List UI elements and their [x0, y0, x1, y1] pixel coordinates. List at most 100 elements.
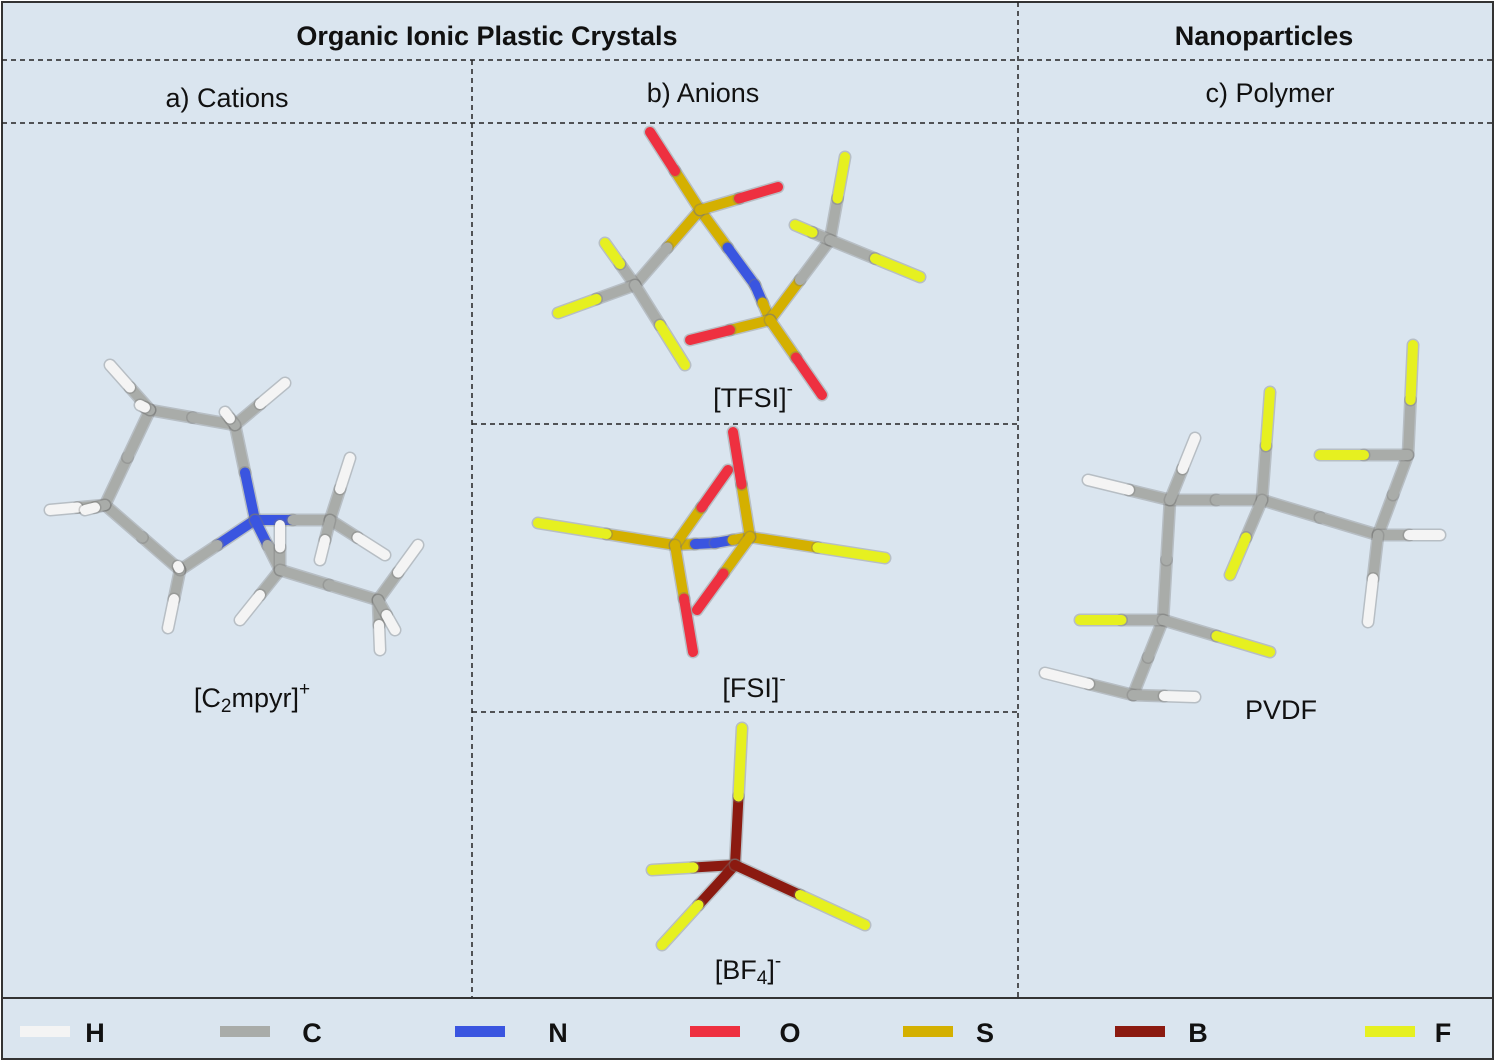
bond [255, 378, 290, 409]
bond [1241, 495, 1267, 543]
bond [1143, 615, 1168, 663]
bond [212, 515, 260, 550]
bond [220, 407, 235, 424]
bond [1124, 485, 1175, 505]
bond [825, 235, 880, 264]
header-title: Nanoparticles [1175, 21, 1354, 51]
label-part: [BF [715, 955, 757, 985]
bond [734, 182, 783, 204]
bond [1084, 679, 1138, 700]
bond [1257, 495, 1325, 523]
bond [533, 518, 612, 539]
bond [795, 235, 835, 285]
bond [275, 565, 334, 590]
label-subscript: 2 [221, 696, 232, 717]
legend-swatch [20, 1026, 70, 1037]
bond [1083, 475, 1134, 495]
bond [730, 860, 805, 900]
bond [812, 542, 890, 563]
bond [670, 540, 689, 604]
bond [718, 532, 755, 579]
legend-label: F [1435, 1018, 1452, 1048]
bond [122, 405, 155, 463]
molecule-label: [FSI]- [722, 669, 785, 703]
panel-title: b) Anions [647, 78, 760, 108]
molecule-label: [C2mpyr]+ [194, 679, 310, 717]
molecule-label: [BF4]- [715, 951, 781, 989]
bond [736, 479, 755, 542]
label-part: [FSI] [722, 673, 779, 703]
bond [662, 205, 705, 253]
label-subscript: 4 [757, 968, 768, 989]
bond [230, 399, 265, 430]
label-superscript: - [775, 951, 781, 972]
bond [791, 352, 827, 400]
bond [553, 294, 602, 318]
bond [728, 427, 747, 490]
bond [1161, 495, 1175, 565]
bond [255, 565, 285, 600]
bond [175, 540, 223, 575]
bond [1159, 691, 1200, 702]
bond [145, 405, 198, 423]
bond [240, 467, 260, 525]
bond [1261, 387, 1275, 451]
bond [657, 900, 704, 950]
legend-label: B [1188, 1018, 1208, 1048]
bond [765, 315, 801, 363]
bond [315, 535, 330, 565]
label-part: [C [194, 683, 221, 713]
bond [655, 320, 690, 370]
bond [1225, 532, 1251, 580]
bond [790, 220, 818, 238]
bond [335, 453, 355, 494]
legend-swatch [903, 1026, 953, 1037]
bond [100, 500, 148, 543]
bond [325, 515, 363, 543]
bond [1363, 573, 1378, 627]
bond [692, 568, 729, 615]
bond [591, 280, 640, 304]
bond [832, 152, 850, 204]
bond [352, 532, 390, 560]
bond [1211, 631, 1275, 657]
bond [765, 275, 805, 325]
bond [163, 594, 179, 633]
label-superscript: + [299, 679, 310, 700]
bond [795, 890, 870, 930]
bond [745, 532, 823, 553]
bond [645, 127, 680, 176]
molecule-label: [TFSI]- [713, 379, 793, 413]
bond [1257, 441, 1271, 505]
bond [1177, 433, 1200, 474]
label-part: PVDF [1245, 695, 1317, 725]
bond [325, 484, 345, 525]
bond [1373, 490, 1398, 540]
bond [374, 620, 385, 655]
header-title: Organic Ionic Plastic Crystals [296, 21, 677, 51]
legend-swatch [220, 1026, 270, 1037]
bond [173, 561, 184, 573]
bond [695, 205, 733, 253]
bond [135, 400, 150, 413]
bond [679, 593, 698, 657]
panel-title: c) Polymer [1205, 78, 1334, 108]
bond [670, 166, 705, 215]
bond [733, 723, 747, 802]
bond [730, 791, 744, 870]
legend-label: S [976, 1018, 994, 1048]
bond [1403, 395, 1416, 460]
bond [230, 420, 250, 478]
bond [1165, 464, 1188, 505]
bond [825, 193, 843, 245]
bond [601, 529, 680, 550]
bond [696, 465, 733, 513]
legend-label: H [85, 1018, 105, 1048]
legend-swatch [455, 1026, 505, 1037]
bond [324, 580, 383, 605]
bond [695, 193, 744, 215]
bond [1368, 530, 1383, 584]
molecule-sticks [43, 125, 1447, 952]
bond [725, 315, 775, 335]
